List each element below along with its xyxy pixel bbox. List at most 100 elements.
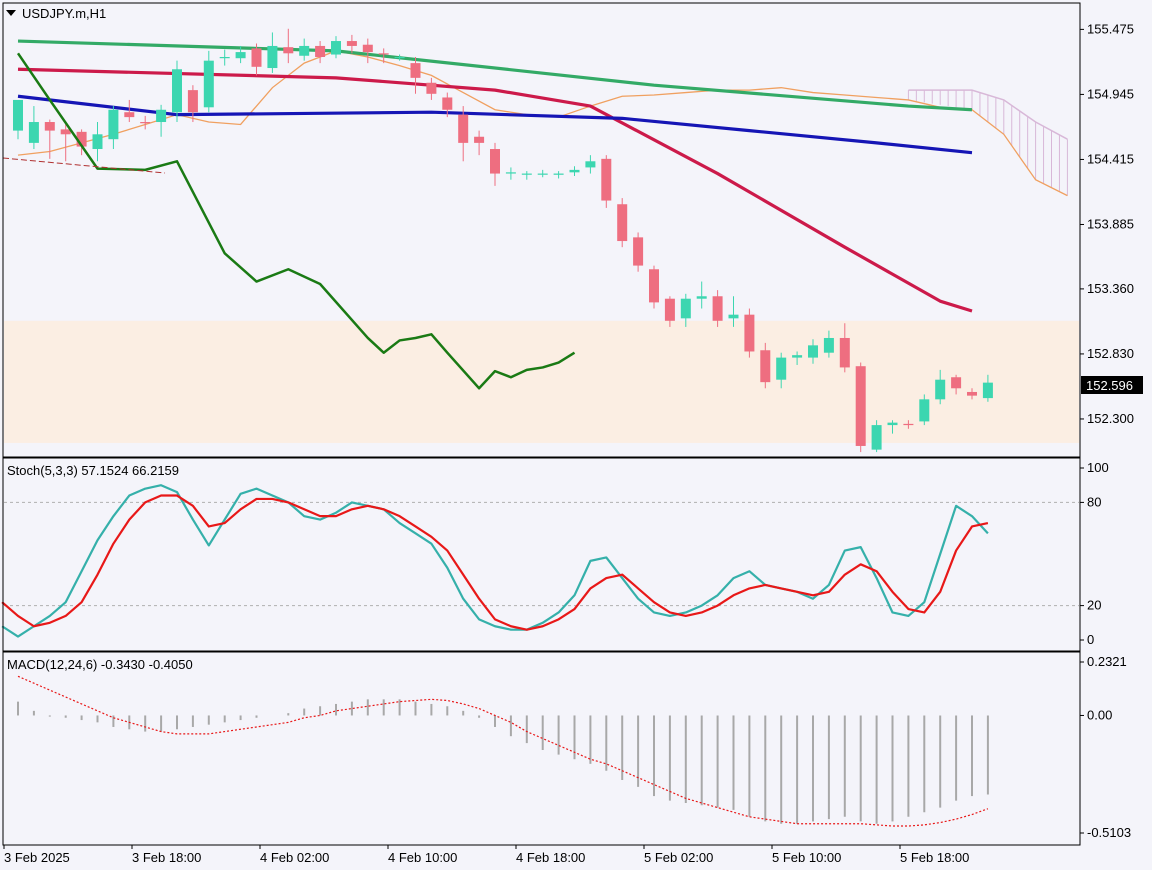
price-panel-frame bbox=[2, 2, 1081, 458]
candle-body bbox=[13, 99, 23, 131]
y-tick-label: 0 bbox=[1087, 632, 1094, 647]
candle-body bbox=[982, 382, 993, 399]
candle-body bbox=[283, 47, 294, 54]
y-tick-label: 152.300 bbox=[1087, 411, 1134, 426]
x-axis-labels: 3 Feb 2025 3 Feb 18:00 4 Feb 02:00 4 Feb 10… bbox=[3, 845, 969, 865]
candle-body bbox=[394, 56, 405, 59]
candle-body bbox=[187, 90, 198, 113]
y-tick-label: 153.885 bbox=[1087, 216, 1134, 231]
candle-body bbox=[442, 97, 453, 110]
x-tick-label: 5 Feb 10:00 bbox=[772, 850, 841, 865]
x-tick-label: 3 Feb 2025 bbox=[4, 850, 70, 865]
y-tick-label: -0.5103 bbox=[1087, 825, 1131, 840]
candle-body bbox=[474, 136, 485, 143]
y-tick-label: 20 bbox=[1087, 598, 1101, 613]
candle-body bbox=[601, 158, 612, 201]
candle-body bbox=[712, 296, 723, 321]
candle-body bbox=[267, 45, 278, 69]
stoch-title: Stoch(5,3,3) 57.1524 66.2159 bbox=[7, 463, 179, 478]
candle-body bbox=[28, 122, 39, 143]
candle-body bbox=[140, 122, 151, 124]
y-tick-label: 152.830 bbox=[1087, 346, 1134, 361]
candle-body bbox=[633, 237, 644, 266]
candle-body bbox=[76, 131, 87, 147]
ma-line-0 bbox=[17, 39, 973, 112]
candle-body bbox=[760, 350, 771, 383]
candle-body bbox=[219, 56, 230, 59]
macd-signal-line bbox=[17, 675, 989, 827]
candle-body bbox=[346, 41, 357, 46]
candle-body bbox=[378, 53, 389, 55]
trend-line[interactable] bbox=[2, 157, 166, 174]
y-tick-label: 154.415 bbox=[1087, 151, 1134, 166]
candle-body bbox=[649, 269, 659, 303]
candle-body bbox=[696, 296, 707, 299]
candle-body bbox=[60, 129, 71, 135]
candle-body bbox=[426, 82, 437, 94]
candle-body bbox=[823, 337, 834, 353]
candle-body bbox=[967, 391, 977, 396]
y-tick-label: 0.2321 bbox=[1087, 654, 1127, 669]
y-axis-labels: 155.475 154.945 154.415 153.885 153.360 152.8… bbox=[1080, 21, 1134, 840]
current-price-box bbox=[1081, 376, 1143, 394]
dropdown-triangle-icon[interactable] bbox=[6, 10, 16, 16]
highlight-zone bbox=[4, 320, 1079, 443]
y-tick-label: 153.360 bbox=[1087, 281, 1134, 296]
chikou-line-path bbox=[16, 52, 576, 390]
candles bbox=[13, 28, 993, 453]
stoch-panel-frame bbox=[2, 457, 1081, 652]
candle-body bbox=[808, 345, 818, 358]
candle-body bbox=[537, 173, 548, 175]
x-tick-label: 4 Feb 18:00 bbox=[516, 850, 585, 865]
candle-body bbox=[410, 63, 421, 78]
candle-body bbox=[521, 173, 532, 175]
stochastic-panel[interactable] bbox=[1, 484, 1079, 638]
candle-body bbox=[855, 366, 866, 446]
candle-body bbox=[919, 399, 930, 422]
candle-body bbox=[887, 422, 898, 426]
candle-body bbox=[744, 314, 755, 352]
x-tick-label: 5 Feb 02:00 bbox=[644, 850, 713, 865]
candle-body bbox=[617, 204, 628, 242]
candle-body bbox=[903, 423, 914, 426]
candle-body bbox=[935, 379, 946, 400]
candle-body bbox=[553, 173, 564, 175]
macd-panel[interactable] bbox=[17, 675, 989, 827]
candle-body bbox=[172, 69, 182, 113]
candle-body bbox=[871, 425, 882, 450]
candle-body bbox=[680, 298, 691, 319]
stoch-signal-line bbox=[1, 494, 989, 631]
candle-body bbox=[92, 134, 103, 150]
macd-title: MACD(12,24,6) -0.3430 -0.4050 bbox=[7, 657, 193, 672]
stoch-main-line bbox=[1, 484, 989, 638]
y-tick-label: 155.475 bbox=[1087, 21, 1134, 36]
y-tick-label: 80 bbox=[1087, 494, 1101, 509]
candle-body bbox=[505, 172, 516, 174]
candle-body bbox=[664, 298, 675, 321]
candle-body bbox=[108, 109, 119, 140]
x-tick-label: 4 Feb 02:00 bbox=[260, 850, 329, 865]
candle-body bbox=[951, 377, 962, 389]
macd-panel-frame bbox=[2, 651, 1081, 846]
candle-body bbox=[156, 109, 167, 123]
current-price-label: 152.596 bbox=[1086, 378, 1133, 393]
candle-body bbox=[251, 48, 262, 67]
x-tick-label: 4 Feb 10:00 bbox=[388, 850, 457, 865]
candle-body bbox=[235, 52, 246, 59]
candle-body bbox=[203, 60, 214, 108]
candle-body bbox=[299, 45, 310, 56]
candle-body bbox=[362, 44, 373, 53]
price-panel[interactable] bbox=[2, 28, 1079, 453]
candle-body bbox=[585, 161, 596, 168]
ma-line-1 bbox=[17, 67, 973, 313]
candle-body bbox=[124, 112, 135, 118]
candle-body bbox=[728, 314, 739, 319]
candle-body bbox=[44, 122, 55, 131]
y-tick-label: 154.945 bbox=[1087, 86, 1134, 101]
candle-body bbox=[839, 337, 850, 368]
candle-body bbox=[776, 357, 787, 380]
candle-body bbox=[490, 149, 500, 174]
symbol-title: USDJPY.m,H1 bbox=[22, 6, 106, 21]
